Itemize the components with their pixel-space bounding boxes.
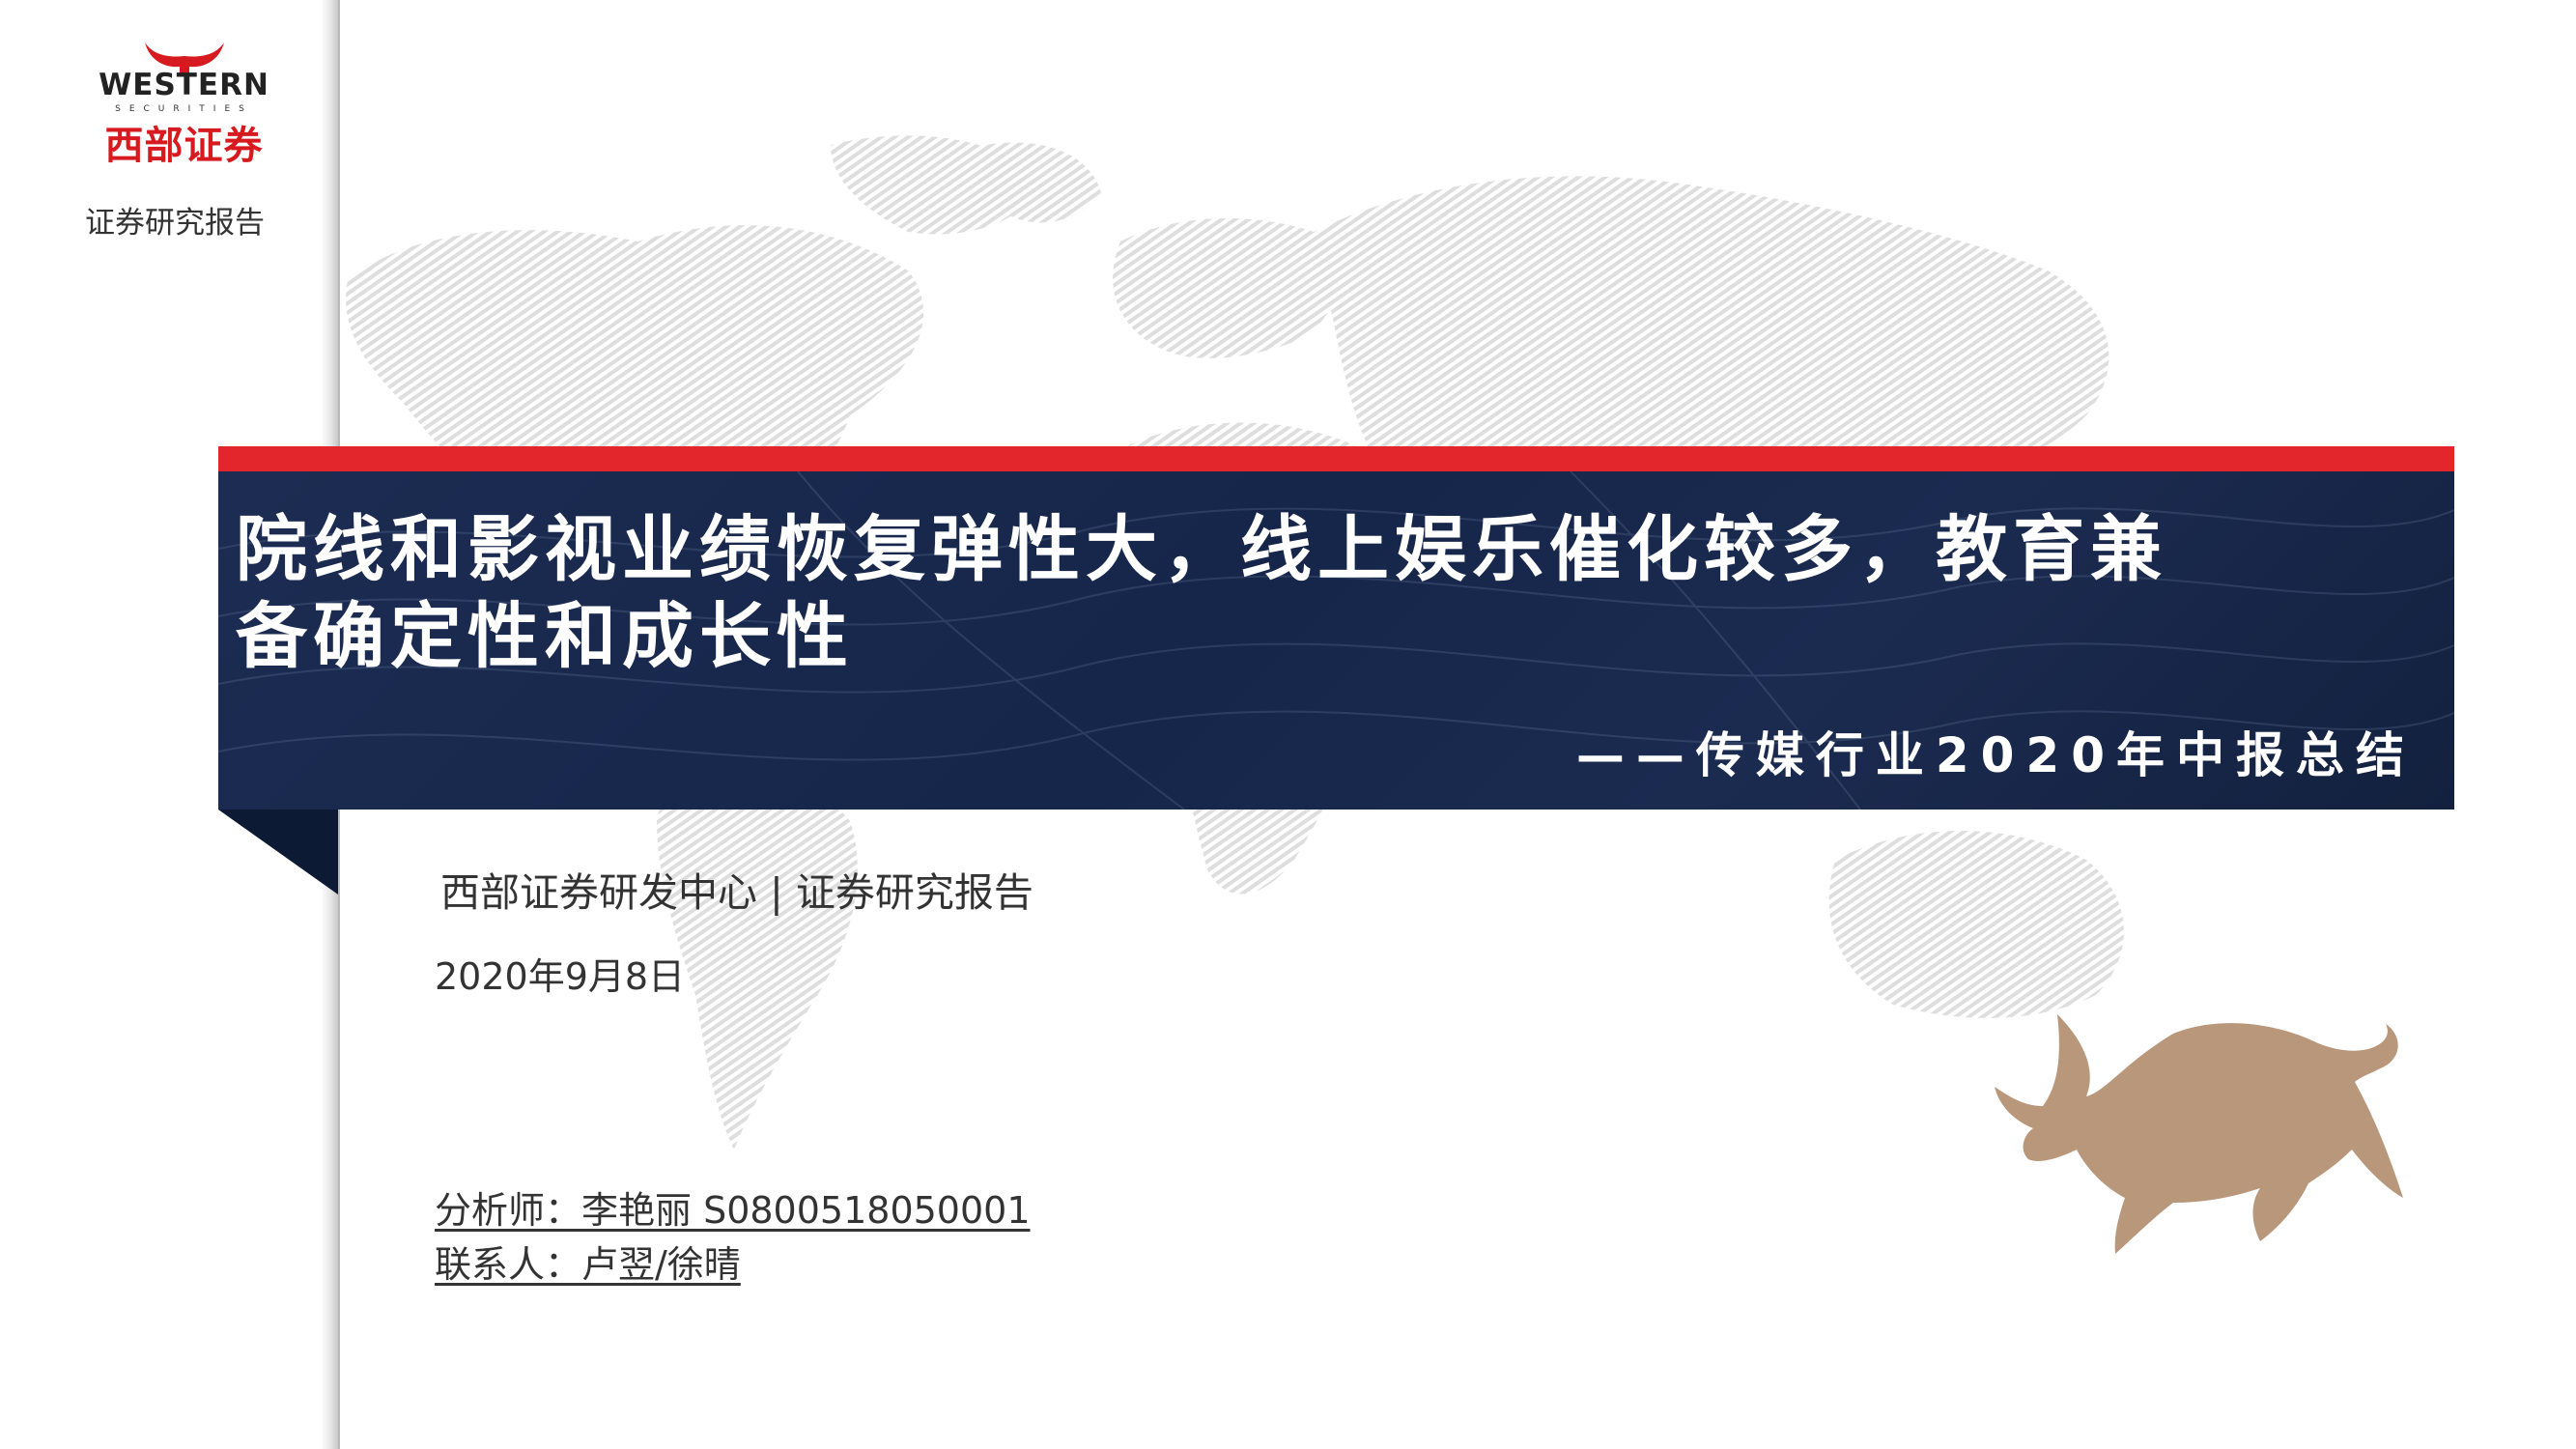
company-logo: WESTERN SECURITIES 西部证券 [85, 37, 283, 172]
title-red-stripe [218, 446, 2454, 471]
logo-chinese-name: 西部证券 [104, 124, 264, 168]
report-title-line-2: 备确定性和成长性 [236, 595, 854, 678]
analyst-info[interactable]: 分析师：李艳丽 S0800518050001 [435, 1189, 1031, 1232]
report-subtitle: ——传媒行业2020年中报总结 [1575, 727, 2416, 783]
report-title-line-1: 院线和影视业绩恢复弹性大，线上娱乐催化较多，教育兼 [236, 508, 2167, 591]
research-center-line: 西部证券研发中心 | 证券研究报告 [440, 869, 1033, 916]
logo-english-name: WESTERN [99, 68, 269, 102]
bull-horns-icon [145, 43, 224, 73]
logo-sub-name: SECURITIES [115, 104, 253, 114]
report-type-label: 证券研究报告 [85, 206, 265, 241]
report-date: 2020年9月8日 [435, 955, 686, 998]
contact-info[interactable]: 联系人：卢翌/徐晴 [435, 1243, 741, 1286]
banner-texture [218, 471, 2454, 810]
banner-fold [218, 810, 338, 895]
title-banner: 院线和影视业绩恢复弹性大，线上娱乐催化较多，教育兼 备确定性和成长性 ——传媒行… [218, 471, 2454, 810]
bull-icon [1995, 1014, 2403, 1254]
report-title: 院线和影视业绩恢复弹性大，线上娱乐催化较多，教育兼 备确定性和成长性 [236, 506, 2448, 680]
